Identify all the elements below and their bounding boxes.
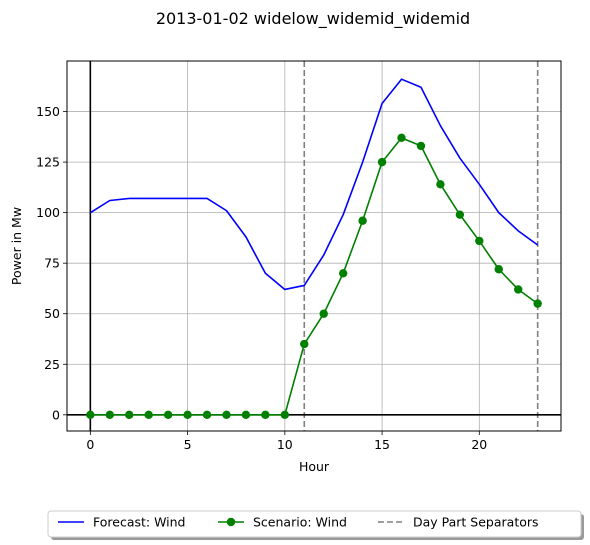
series-point-2 xyxy=(241,410,251,420)
series-point-2 xyxy=(397,133,406,143)
legend-label: Forecast: Wind xyxy=(93,515,186,530)
legend: Forecast: Wind Scenario: Wind Day Part Sep… xyxy=(47,510,584,540)
series-point-2 xyxy=(514,285,523,294)
y-tick-label: 100 xyxy=(36,205,60,220)
series-point-2 xyxy=(319,309,328,318)
y-tick-label: 50 xyxy=(44,306,60,321)
tick-layer: 0 5 10 15 20 0 25 50 75 100 125 150 xyxy=(36,104,487,452)
separator-layer xyxy=(303,61,539,431)
x-tick-label: 5 xyxy=(184,437,192,452)
x-tick-label: 15 xyxy=(374,437,390,452)
series-point-2 xyxy=(280,410,290,420)
y-tick-label: 75 xyxy=(44,256,60,271)
series-layer xyxy=(86,78,542,420)
series-point-2 xyxy=(144,410,153,420)
series-point-2 xyxy=(261,410,270,420)
series-point-2 xyxy=(338,269,348,278)
y-tick-label: 0 xyxy=(52,407,60,422)
x-axis-label: Hour xyxy=(299,459,330,474)
series-line-2 xyxy=(90,137,539,416)
series-point-2 xyxy=(183,410,192,420)
grid-layer xyxy=(67,61,561,431)
series-point-2 xyxy=(455,210,465,219)
y-axis-label: Power in Mw xyxy=(9,207,24,285)
series-point-2 xyxy=(494,265,503,274)
series-point-2 xyxy=(105,410,114,420)
series-point-2 xyxy=(163,410,173,420)
series-point-2 xyxy=(416,141,426,151)
legend-swatch-marker xyxy=(226,517,236,527)
series-point-2 xyxy=(475,236,484,246)
series-point-2 xyxy=(533,299,542,308)
x-tick-label: 10 xyxy=(277,437,293,452)
x-tick-label: 0 xyxy=(86,437,94,452)
series-point-2 xyxy=(436,180,445,189)
series-point-2 xyxy=(377,157,387,167)
series-point-2 xyxy=(202,410,212,420)
reference-lines xyxy=(67,61,561,431)
series-point-2 xyxy=(300,339,309,349)
series-line-1 xyxy=(89,78,539,291)
plot-frame xyxy=(66,60,562,432)
legend-label: Day Part Separators xyxy=(413,515,539,530)
series-point-2 xyxy=(222,410,231,420)
y-tick-label: 25 xyxy=(44,357,60,372)
legend-box xyxy=(47,510,582,538)
series-point-2 xyxy=(125,410,134,420)
legend-label: Scenario: Wind xyxy=(253,515,347,530)
chart-title: 2013-01-02 widelow_widemid_widemid xyxy=(156,9,470,29)
y-tick-label: 150 xyxy=(36,104,60,119)
series-point-2 xyxy=(358,216,367,225)
x-tick-label: 20 xyxy=(471,437,487,452)
legend-entries: Forecast: Wind Scenario: Wind Day Part Sep… xyxy=(58,515,539,530)
series-point-2 xyxy=(86,410,95,420)
y-tick-label: 125 xyxy=(36,155,60,170)
